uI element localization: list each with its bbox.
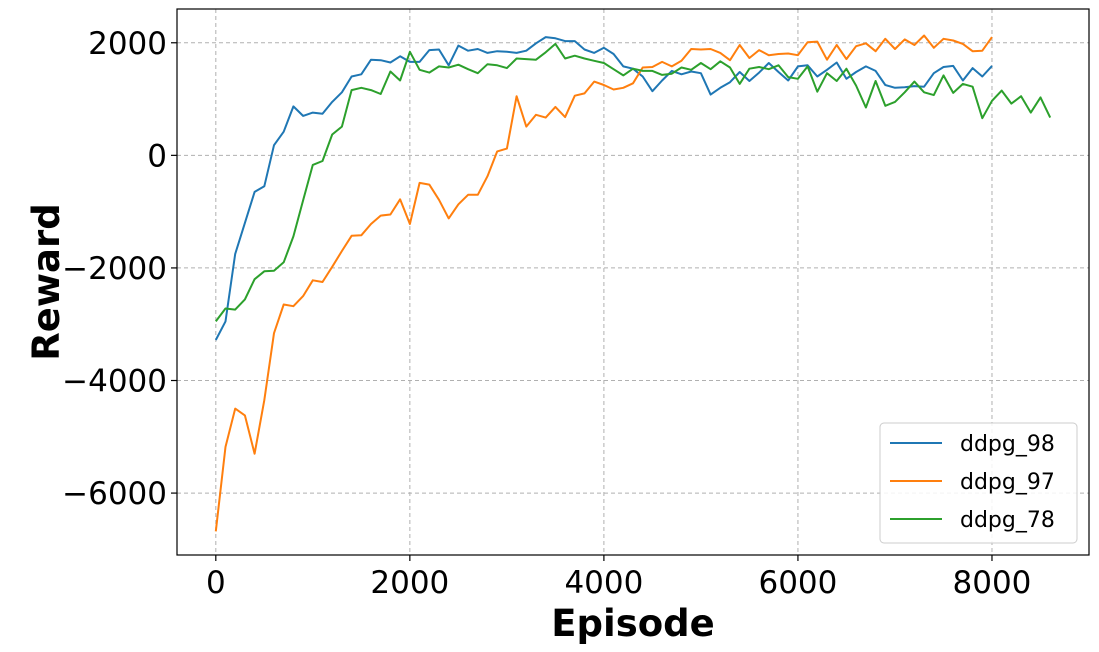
legend: ddpg_98 ddpg_97 ddpg_78 [879,422,1078,544]
series-line-ddpg-97 [214,34,993,532]
legend-label-ddpg-98: ddpg_98 [960,432,1055,457]
series-line-ddpg-78 [215,42,1052,323]
y-tick-label: −6000 [62,476,167,512]
y-tick-label: −2000 [62,251,167,287]
series-line-ddpg-98 [214,36,993,341]
legend-box [879,422,1078,544]
y-tick-label: −4000 [62,364,167,400]
y-tick-label: 0 [147,138,167,174]
y-axis: −6000 −4000 −2000 0 2000 [62,26,177,512]
y-tick-label: 2000 [88,26,167,62]
x-tick-label: 0 [206,565,226,601]
plot-frame [176,8,1090,556]
x-axis: 0 2000 4000 6000 8000 [206,555,1031,601]
x-axis-title: Episode [551,602,714,645]
x-tick-label: 8000 [953,565,1032,601]
series-layer [214,34,1052,532]
x-tick-label: 4000 [564,565,643,601]
legend-items: ddpg_98 ddpg_97 ddpg_78 [890,432,1055,533]
x-tick-label: 6000 [758,565,837,601]
legend-label-ddpg-97: ddpg_97 [960,470,1055,495]
x-tick-label: 2000 [370,565,449,601]
legend-label-ddpg-78: ddpg_78 [960,508,1055,533]
y-axis-title: Reward [25,203,68,360]
